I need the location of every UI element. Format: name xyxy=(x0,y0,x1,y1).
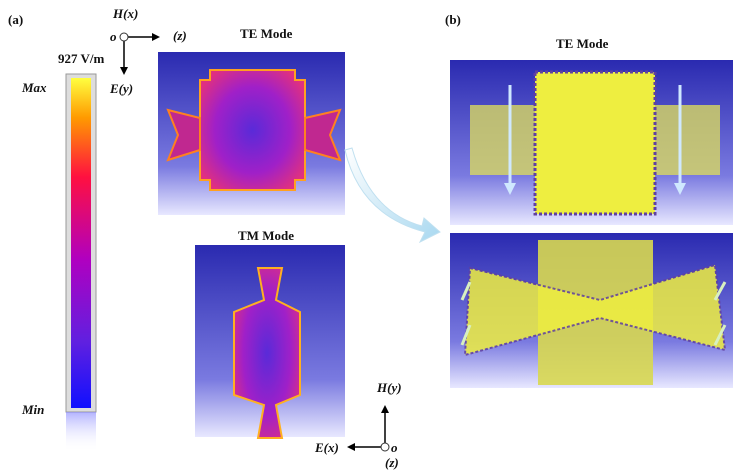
connector-arrow xyxy=(345,148,440,242)
colorbar-reflection xyxy=(66,412,96,452)
figure: (a) 927 V/m Max Min H(x) o (z) E(y) TE M… xyxy=(0,0,738,471)
axis-label: (z) xyxy=(173,28,187,43)
axis-origin: o xyxy=(110,29,117,44)
axis-label: (z) xyxy=(385,455,399,470)
panel-label: (b) xyxy=(445,12,461,27)
axis-label: E(y) xyxy=(109,81,133,96)
colorbar-max: Max xyxy=(21,80,47,95)
te-title: TE Mode xyxy=(556,36,609,51)
tm-axes xyxy=(347,405,389,451)
te-title: TE Mode xyxy=(240,26,293,41)
colorbar-min: Min xyxy=(21,402,44,417)
axis-label: H(y) xyxy=(376,380,402,395)
colorbar xyxy=(71,78,91,408)
axis-label: H(x) xyxy=(112,6,138,21)
te-axes xyxy=(120,33,160,75)
tm-title: TM Mode xyxy=(238,228,294,243)
axis-origin: o xyxy=(391,440,398,455)
panel-label: (a) xyxy=(8,12,23,27)
colorbar-max-value: 927 V/m xyxy=(58,51,105,66)
axis-label: E(x) xyxy=(314,440,339,455)
